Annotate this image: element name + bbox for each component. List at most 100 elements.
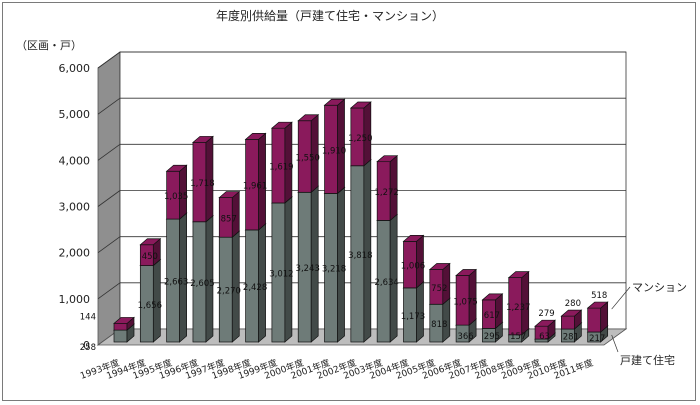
- bar-condo-top: [139, 238, 162, 246]
- data-label-condo: 1,961: [243, 182, 267, 192]
- y-tick-label: 3,000: [59, 201, 91, 214]
- gridline-side: [97, 282, 121, 300]
- y-tick-labels: 0 1,000 2,000 3,000 4,000 5,000 6,000: [59, 62, 91, 352]
- bar-condo: [402, 234, 425, 289]
- bar-condo-top: [165, 164, 188, 172]
- legend-condo: マンション: [632, 281, 687, 294]
- data-label-condo: 1,550: [296, 154, 320, 164]
- data-labels: 258 144 1,656 450 2,663 1,035 2,605 1,718 2,270 8…: [80, 134, 608, 353]
- data-label-house: 63: [539, 332, 550, 342]
- bar-condo: [586, 301, 609, 333]
- bar-condo: [507, 270, 530, 336]
- data-label-house: 3,818: [348, 251, 372, 261]
- data-label-house: 2,270: [217, 287, 241, 297]
- bar-house: [323, 186, 346, 343]
- data-label-condo: 1,075: [453, 297, 477, 307]
- bar-condo: [270, 121, 293, 204]
- bar-condo-front: [587, 307, 602, 333]
- bar-condo-top: [455, 269, 478, 276]
- data-label-house: 818: [431, 320, 447, 330]
- data-label-condo: 450: [142, 252, 158, 262]
- bar-condo: [244, 132, 267, 231]
- bar-house: [349, 158, 372, 343]
- bar-condo-top: [113, 317, 135, 324]
- gridline-side: [97, 144, 121, 161]
- data-label-condo: 518: [591, 291, 607, 301]
- y-axis-label: （区画・戸）: [16, 39, 82, 52]
- data-label-condo: 617: [484, 311, 500, 321]
- bar-condo: [323, 98, 346, 195]
- data-label-condo: 144: [80, 312, 96, 322]
- y-tick-label: 5,000: [59, 108, 91, 121]
- y-tick-label: 6,000: [59, 62, 91, 75]
- bar-condo-top: [297, 114, 320, 122]
- data-label-house: 2,605: [190, 279, 214, 289]
- bar-condo: [297, 113, 320, 194]
- bar-house-front: [113, 329, 128, 343]
- bar-condo: [218, 190, 241, 238]
- bar-condo-top: [428, 263, 451, 270]
- data-label-house: 295: [484, 332, 500, 342]
- data-label-condo: 1,272: [374, 188, 398, 198]
- y-tick-label: 4,000: [59, 154, 91, 167]
- data-label-condo: 1,035: [164, 192, 188, 202]
- legend-leader-condo: [611, 286, 631, 310]
- bar-condo-front: [113, 323, 128, 331]
- bar-condo-top: [507, 271, 530, 278]
- bar-condo: [428, 262, 451, 305]
- y-tick-label: 0: [83, 339, 90, 352]
- data-label-house: 3,012: [269, 269, 293, 279]
- data-label-house: 2,663: [164, 278, 188, 288]
- bar-condo: [560, 309, 583, 330]
- chart-title: 年度別供給量（戸建て住宅・マンション）: [216, 8, 444, 23]
- bar-condo-top: [560, 309, 583, 317]
- bar-condo-top: [349, 101, 372, 109]
- legend-house: 戸建て住宅: [620, 353, 675, 367]
- bar-condo-top: [481, 293, 504, 301]
- gridline-side: [97, 190, 121, 207]
- bar-condo: [139, 238, 162, 267]
- bar-condo-top: [192, 136, 214, 143]
- data-label-condo: 1,910: [322, 146, 346, 156]
- bar-condo-top: [244, 133, 267, 140]
- bar-condo-top: [534, 319, 556, 327]
- bar-condo: [534, 319, 556, 340]
- data-label-house: 2,634: [374, 278, 398, 288]
- data-label-condo: 280: [565, 299, 581, 309]
- bar-house: [297, 185, 320, 343]
- data-label-condo: 1,619: [269, 163, 293, 173]
- bar-condo-top: [218, 191, 241, 198]
- data-label-house: 281: [563, 333, 579, 343]
- bar-condo: [455, 268, 478, 326]
- gridline-side: [97, 236, 121, 253]
- data-label-condo: 752: [431, 284, 447, 294]
- data-label-condo: 1,006: [401, 262, 425, 272]
- bar-condo-top: [270, 121, 293, 129]
- data-label-house: 1,173: [401, 312, 425, 322]
- bar-condo: [349, 101, 372, 167]
- data-label-house: 1,656: [138, 301, 162, 311]
- bar-condo: [165, 164, 188, 220]
- gridline-side: [97, 51, 121, 69]
- bar-condo-front: [561, 315, 575, 330]
- data-label-condo: 1,250: [348, 134, 372, 144]
- y-tick-label: 2,000: [59, 247, 91, 260]
- x-tick-labels: 1993年度1994年度1995年度1996年度1997年度1998年度1999…: [78, 357, 594, 382]
- bar-condo-top: [323, 98, 346, 106]
- bar-condo: [192, 135, 214, 223]
- bar-condo-top: [376, 155, 399, 163]
- bar-condo: [113, 316, 135, 331]
- data-label-condo: 279: [538, 309, 554, 319]
- bar-condo: [481, 293, 504, 330]
- bar-condo-top: [586, 301, 609, 309]
- bar-condo-top: [402, 235, 425, 242]
- data-label-house: 157: [510, 332, 526, 342]
- data-label-house: 3,218: [322, 265, 346, 275]
- data-label-house: 217: [589, 334, 605, 344]
- data-label-condo: 1,718: [190, 179, 214, 189]
- data-label-condo: 857: [221, 214, 237, 224]
- y-tick-label: 1,000: [59, 293, 91, 306]
- bar-house: [244, 223, 267, 343]
